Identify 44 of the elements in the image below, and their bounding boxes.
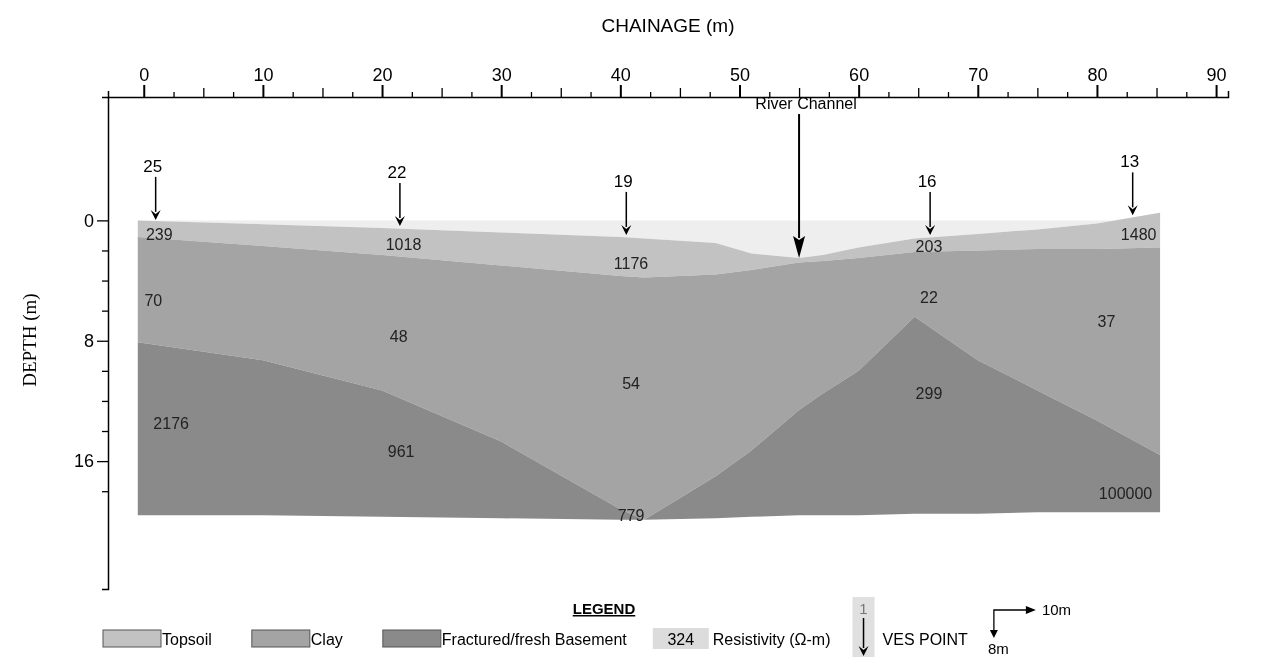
y-tick-label: 16 [73,451,94,472]
annotation: 203 [915,237,943,255]
x-tick-label: 30 [491,65,512,85]
annotation: 239 [145,225,173,243]
annotation: 16 [917,171,937,191]
annotation: 37 [1097,313,1116,331]
annotation: 2176 [153,415,190,433]
legend-label: Topsoil [162,631,212,648]
x-tick-label: 50 [729,65,751,85]
x-tick-label: 10 [253,65,274,85]
legend-label: Fractured/fresh Basement [441,631,628,648]
annotation: 1480 [1120,225,1157,243]
annotation: 22 [920,289,938,307]
y-tick-label: 8 [83,331,94,351]
text: 10m [1041,601,1072,618]
annotation: 70 [144,292,163,310]
x-tick-label: 90 [1206,65,1227,85]
x-axis-title: CHAINAGE (m) [601,15,735,36]
text: Resistivity (Ω-m) [712,631,831,648]
text: VES POINT [882,631,969,648]
annotation: 13 [1120,152,1140,172]
text: 1 [859,600,868,617]
y-tick-label: 0 [83,210,94,231]
legend-label: Clay [310,631,343,648]
annotation: 961 [387,442,415,460]
y-axis-title: DEPTH (m) [19,293,41,387]
annotation: 48 [389,328,408,346]
text: 324 [667,631,695,648]
annotation: 19 [613,171,633,191]
annotation: 54 [622,374,641,392]
annotation: 100000 [1098,484,1153,502]
x-tick-label: 20 [372,65,393,85]
annotation: 1176 [613,254,649,272]
x-tick-label: 0 [139,65,150,85]
annotation: 299 [915,385,943,403]
x-tick-label: 40 [610,65,631,85]
annotation: 22 [387,162,407,182]
x-tick-label: 60 [849,65,870,85]
x-tick-label: 80 [1087,65,1108,85]
x-tick-label: 70 [968,65,989,85]
annotation: 25 [143,156,163,176]
legend-title: LEGEND [572,600,636,617]
annotation: 1018 [385,236,422,254]
text: 8m [987,640,1009,657]
